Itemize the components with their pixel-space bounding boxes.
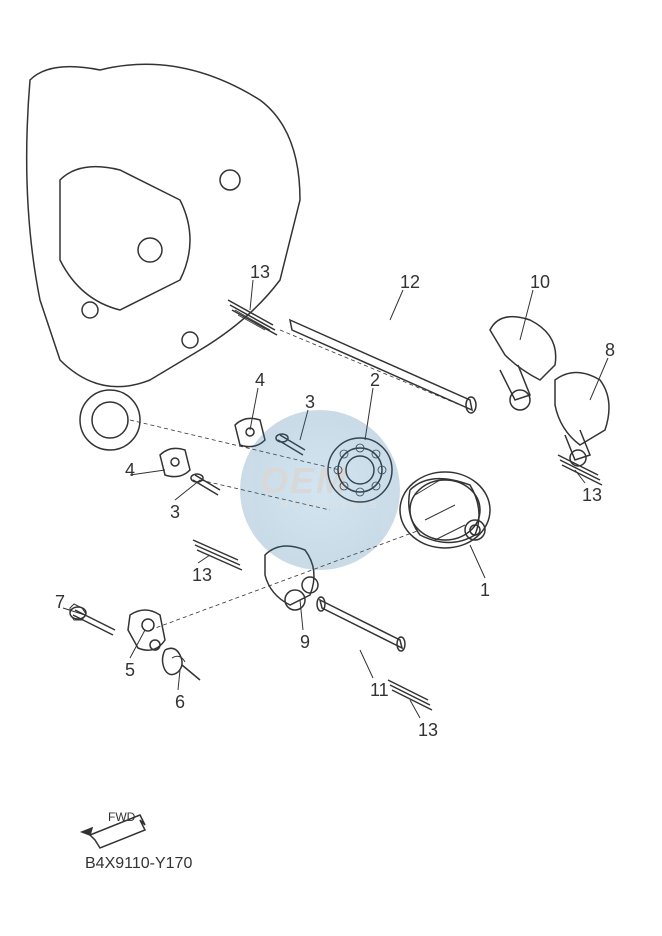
callout-7: 7 — [55, 592, 65, 613]
callout-11: 11 — [370, 680, 389, 701]
callout-13: 13 — [192, 565, 212, 586]
callout-12: 12 — [400, 272, 420, 293]
callout-5: 5 — [125, 660, 135, 681]
callout-6: 6 — [175, 692, 185, 713]
callout-3: 3 — [170, 502, 180, 523]
callout-4: 4 — [125, 460, 135, 481]
callout-13: 13 — [418, 720, 438, 741]
callout-13: 13 — [582, 485, 602, 506]
callout-1: 1 — [480, 580, 490, 601]
callout-9: 9 — [300, 632, 310, 653]
callout-2: 2 — [370, 370, 380, 391]
callout-4: 4 — [255, 370, 265, 391]
callout-8: 8 — [605, 340, 615, 361]
part-reference: B4X9110-Y170 — [85, 855, 192, 873]
exploded-diagram: OEM MOTORPARTS 1233445678910111213131313… — [0, 0, 662, 936]
callout-3: 3 — [305, 392, 315, 413]
fwd-label: FWD — [108, 810, 135, 824]
callout-10: 10 — [530, 272, 550, 293]
callout-13: 13 — [250, 262, 270, 283]
diagram-svg — [0, 0, 662, 936]
